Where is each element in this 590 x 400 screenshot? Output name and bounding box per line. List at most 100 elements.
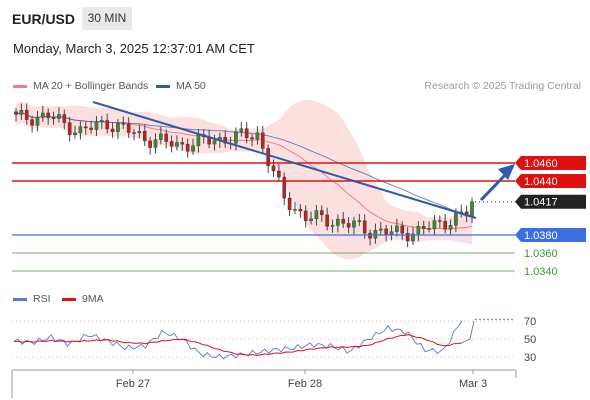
bollinger-bands <box>16 99 472 260</box>
candle-body <box>379 228 383 231</box>
candle-body <box>470 201 474 217</box>
rsi-label: RSI <box>33 293 51 305</box>
rsi-tick-label: 70 <box>524 316 536 328</box>
candle-body <box>142 131 147 142</box>
candle-body <box>67 122 72 136</box>
candle-body <box>287 197 292 211</box>
candle-body <box>164 133 169 142</box>
rsi-tick-label: 50 <box>524 334 536 346</box>
ma20-label: MA 20 + Bollinger Bands <box>33 80 149 92</box>
candle-body <box>121 123 126 125</box>
timestamp: Monday, March 3, 2025 12:37:01 AM CET <box>13 41 255 56</box>
candle-body <box>303 210 308 221</box>
candle-body <box>30 119 34 126</box>
rsi-tick-label: 30 <box>524 352 536 364</box>
level-tag-current <box>515 194 586 209</box>
level-label-support-blue: 1.0380 <box>524 230 558 242</box>
candle-body <box>357 220 362 222</box>
candle-body <box>395 225 399 232</box>
ma50-label: MA 50 <box>176 80 206 92</box>
candle-body <box>185 143 190 152</box>
candle-body <box>169 141 174 147</box>
candle-body <box>116 123 120 132</box>
candle-body <box>432 220 437 229</box>
candle-body <box>266 148 270 167</box>
level-label-support-green: 1.0340 <box>524 266 558 278</box>
time-axis-label: Feb 28 <box>288 378 322 390</box>
candle-body <box>411 233 415 242</box>
candle-body <box>19 109 24 115</box>
candle-body <box>234 131 238 144</box>
candle-body <box>368 232 372 239</box>
candle-body <box>373 230 378 239</box>
candle-body <box>314 210 319 220</box>
candle-body <box>271 165 276 172</box>
candle-body <box>438 220 442 222</box>
candle-body <box>132 132 136 134</box>
candle-body <box>180 142 185 145</box>
rsi-last-segment <box>461 320 475 344</box>
candle-body <box>46 112 50 118</box>
candle-body <box>57 114 61 119</box>
forecast-arrow-head <box>498 164 515 180</box>
candle-body <box>41 112 45 118</box>
candle-body <box>78 126 83 134</box>
candle-body <box>83 126 88 129</box>
candle-body <box>126 123 131 133</box>
legend-ma50: MA 50 <box>156 80 206 92</box>
candle-body <box>51 117 56 119</box>
candle-body <box>282 176 287 199</box>
candle-body <box>352 220 356 228</box>
candle-body <box>196 134 201 146</box>
rsi-ma-line <box>13 334 463 357</box>
legend-ma20: MA 20 + Bollinger Bands <box>13 80 148 92</box>
level-label-resistance: 1.0440 <box>524 176 558 188</box>
candle-body <box>35 117 40 126</box>
rsi-line <box>13 320 463 360</box>
candle-body <box>405 233 410 242</box>
ma50-line <box>15 111 473 218</box>
candle-body <box>400 225 405 234</box>
legend-rsi-ma: 9MA <box>62 293 104 305</box>
level-label-current: 1.0417 <box>524 197 558 209</box>
level-tag-resistance <box>515 174 586 188</box>
candle-body <box>421 226 426 229</box>
candle-body <box>416 226 421 235</box>
candle-body <box>336 218 340 226</box>
symbol-title: EUR/USD <box>12 11 76 27</box>
level-tag-support-blue <box>515 228 586 242</box>
candle-body <box>212 140 217 145</box>
level-label-resistance: 1.0460 <box>524 158 558 170</box>
candle-body <box>250 137 254 140</box>
trendline <box>92 101 477 219</box>
candle-body <box>62 114 67 123</box>
candle-body <box>223 137 228 144</box>
candle-body <box>14 111 18 115</box>
candle-body <box>427 228 431 230</box>
forecast-arrow-shaft <box>479 170 510 202</box>
candle-body <box>384 228 388 235</box>
candle-body <box>89 127 93 130</box>
candle-body <box>443 220 447 230</box>
candle-body <box>362 220 367 234</box>
candle-body <box>293 208 297 211</box>
candle-body <box>341 218 346 224</box>
candle-body <box>260 132 265 149</box>
level-label-support-green: 1.0360 <box>524 248 558 260</box>
legend-rsi: RSI <box>13 293 51 305</box>
candle-body <box>389 231 394 235</box>
candle-body <box>319 210 324 216</box>
candle-body <box>191 145 195 152</box>
level-tag-resistance <box>515 156 586 170</box>
candle-body <box>153 139 158 148</box>
candle-body <box>309 218 313 221</box>
candle-body <box>346 223 351 228</box>
candle-body <box>448 225 453 230</box>
candle-body <box>325 214 329 227</box>
candle-body <box>159 133 163 140</box>
candle-body <box>255 132 260 140</box>
timeframe-badge[interactable]: 30 MIN <box>82 7 132 30</box>
time-axis-label: Feb 27 <box>116 378 150 390</box>
candle-body <box>298 208 303 212</box>
